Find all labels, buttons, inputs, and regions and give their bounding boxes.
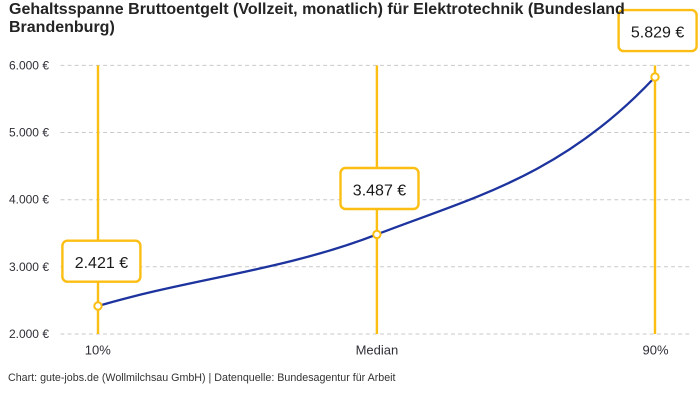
svg-text:2.421 €: 2.421 €	[75, 255, 128, 272]
svg-text:6.000 €: 6.000 €	[9, 58, 49, 72]
svg-text:3.487 €: 3.487 €	[353, 182, 406, 199]
svg-text:90%: 90%	[642, 343, 668, 358]
svg-text:Median: Median	[356, 343, 399, 358]
svg-text:2.000 €: 2.000 €	[9, 327, 49, 341]
svg-text:5.829 €: 5.829 €	[631, 25, 684, 42]
svg-text:3.000 €: 3.000 €	[9, 260, 49, 274]
svg-text:5.000 €: 5.000 €	[9, 126, 49, 140]
svg-text:4.000 €: 4.000 €	[9, 193, 49, 207]
svg-text:10%: 10%	[85, 343, 111, 358]
